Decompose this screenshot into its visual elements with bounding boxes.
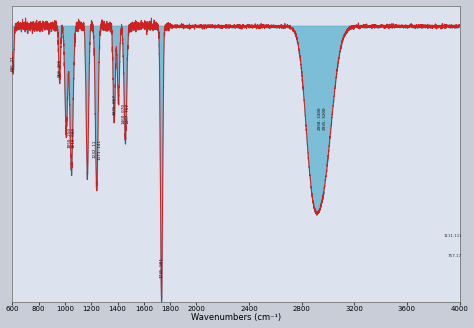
Text: 2958.3300
2935.3200: 2958.3300 2935.3200 — [318, 106, 327, 130]
Text: 1460.070
1407.767: 1460.070 1407.767 — [121, 103, 130, 124]
Text: 757.17: 757.17 — [448, 254, 462, 258]
Text: 960.306: 960.306 — [58, 58, 62, 77]
Text: 1050.250
1010.000: 1050.250 1010.000 — [67, 127, 76, 148]
Text: 1375.067: 1375.067 — [112, 94, 116, 115]
Text: 606.21: 606.21 — [11, 55, 15, 71]
X-axis label: Wavenumbers (cm⁻¹): Wavenumbers (cm⁻¹) — [191, 314, 281, 322]
Text: 1242.11
1171.141: 1242.11 1171.141 — [92, 139, 101, 160]
Text: 1735.901: 1735.901 — [160, 257, 164, 278]
Text: 1111.111: 1111.111 — [443, 234, 462, 238]
